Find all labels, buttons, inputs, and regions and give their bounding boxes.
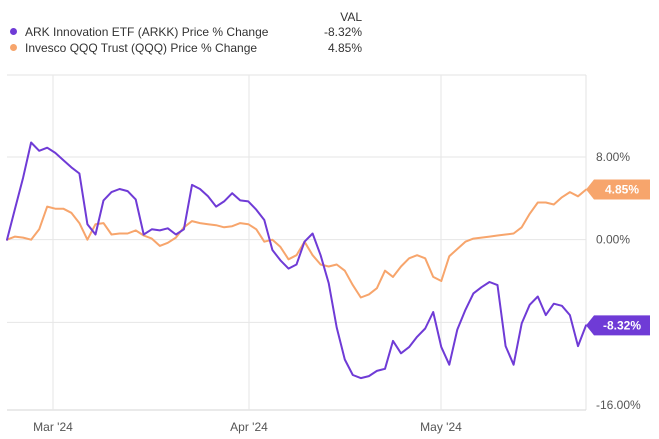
legend-header: VAL — [8, 8, 368, 24]
legend-item-qqq[interactable]: Invesco QQQ Trust (QQQ) Price % Change 4… — [8, 40, 368, 56]
end-label-arkk: -8.32% — [586, 315, 650, 336]
y-tick-label: 8.00% — [596, 150, 630, 164]
x-tick-label: Apr '24 — [230, 420, 268, 434]
legend-label-arkk: ARK Innovation ETF (ARKK) Price % Change — [25, 25, 269, 39]
legend-value-arkk: -8.32% — [323, 25, 362, 39]
series-line-arkk — [6, 141, 587, 380]
x-tick-label: Mar '24 — [33, 420, 73, 434]
end-label-tag — [586, 179, 650, 200]
legend-item-arkk[interactable]: ARK Innovation ETF (ARKK) Price % Change… — [8, 24, 368, 40]
legend-label-qqq: Invesco QQQ Trust (QQQ) Price % Change — [25, 41, 258, 55]
legend-marker-arkk — [10, 28, 17, 35]
end-label-text: 4.85% — [605, 183, 639, 197]
end-label-qqq: 4.85% — [586, 179, 650, 200]
end-label-text: -8.32% — [603, 318, 641, 332]
y-tick-label: -16.00% — [596, 398, 641, 412]
legend-value-qqq: 4.85% — [327, 41, 362, 55]
x-tick-label: May '24 — [420, 420, 462, 434]
series-line-qqq — [6, 188, 587, 299]
legend-value-header: VAL — [340, 10, 362, 24]
legend: VAL ARK Innovation ETF (ARKK) Price % Ch… — [8, 8, 368, 56]
end-label-tag — [586, 315, 650, 336]
y-tick-label: 0.00% — [596, 233, 630, 247]
legend-marker-qqq — [10, 44, 17, 51]
